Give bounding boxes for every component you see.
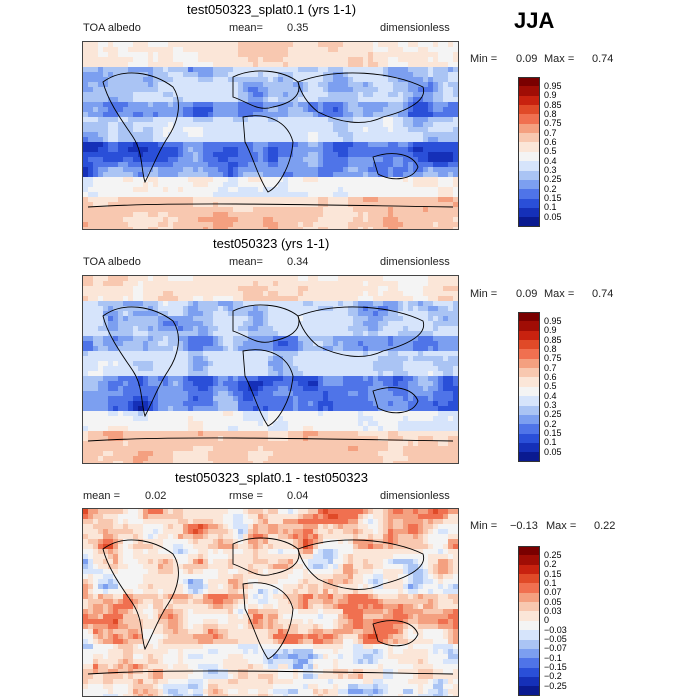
colorbar-tick-label: 0.95 [544, 80, 562, 91]
colorbar-tick-label: 0.15 [544, 193, 562, 204]
panel-1-title: test050323_splat0.1 (yrs 1-1) [187, 2, 357, 17]
colorbar-tick-label: 0.7 [544, 362, 557, 373]
colorbar-tick-label: 0.07 [544, 587, 562, 598]
panel-1-variable-label: TOA albedo [83, 22, 141, 34]
colorbar-tick-label: 0.05 [544, 211, 562, 222]
colorbar-tick-label: 0.75 [544, 353, 562, 364]
colorbar-tick-label: 0 [544, 615, 550, 626]
colorbar-tick-label: −0.03 [544, 624, 567, 635]
colorbar-tick-label: 0.5 [544, 381, 557, 392]
colorbar-tick-label: 0.1 [544, 577, 557, 588]
panel-2-variable-label: TOA albedo [83, 256, 141, 268]
colorbar-tick-label: 0.1 [544, 437, 557, 448]
colorbar-tick-label: −0.15 [544, 662, 567, 673]
colorbar-tick-label: −0.05 [544, 634, 567, 644]
panel-2-mean-value: 0.34 [287, 256, 309, 268]
panel-2-map [82, 275, 459, 464]
panel-3-min-label: Min = [470, 520, 498, 532]
colorbar-tick-label: 0.25 [544, 549, 562, 560]
panel-3-map [82, 508, 459, 697]
panel-2-max-label: Max = [544, 288, 575, 300]
colorbar-tick-label: −0.1 [544, 652, 562, 663]
colorbar-tick-label: 0.3 [544, 400, 557, 410]
colorbar-tick-label: 0.9 [544, 325, 557, 336]
panel-1-min-label: Min = [470, 53, 498, 65]
panel-3-rmse-label: rmse = [229, 490, 263, 502]
panel-2-min-value: 0.09 [516, 288, 538, 300]
colorbar-tick-label: −0.07 [544, 643, 567, 654]
colorbar-tick-label: −0.2 [544, 671, 562, 682]
panel-1-max-label: Max = [544, 53, 575, 65]
panel-1-mean-label: mean= [229, 22, 263, 34]
colorbar-swatch [518, 217, 540, 228]
panel-3-mean-label: mean = [83, 490, 120, 502]
panel-1-mean-value: 0.35 [287, 22, 309, 34]
panel-2-min-label: Min = [470, 288, 498, 300]
panel-1-units: dimensionless [380, 22, 450, 34]
colorbar-tick-label: 0.95 [544, 315, 562, 326]
panel-1-min-value: 0.09 [516, 53, 538, 65]
colorbar-tick-label: 0.25 [544, 174, 562, 185]
colorbar-tick-label: 0.8 [544, 108, 557, 119]
colorbar-tick-label: 0.1 [544, 202, 557, 213]
panel-2-max-value: 0.74 [592, 288, 614, 300]
colorbar-swatch [518, 686, 540, 697]
colorbar-tick-label: 0.75 [544, 118, 562, 129]
colorbar-tick-label: 0.6 [544, 136, 557, 147]
panel-3-title: test050323_splat0.1 - test050323 [175, 470, 368, 485]
colorbar-tick-label: 0.8 [544, 343, 557, 354]
colorbar-swatch [518, 452, 540, 463]
colorbar-tick-label: 0.5 [544, 146, 557, 157]
panel-3-units: dimensionless [380, 490, 450, 502]
colorbar-tick-label: 0.85 [544, 99, 562, 110]
panel-3-mean-value: 0.02 [145, 490, 167, 502]
panel-3-min-value: −0.13 [510, 520, 538, 532]
colorbar-tick-label: −0.25 [544, 680, 567, 691]
colorbar-tick-label: 0.2 [544, 418, 557, 429]
colorbar-tick-label: 0.03 [544, 605, 562, 616]
colorbar-tick-label: 0.6 [544, 371, 557, 382]
panel-2-mean-label: mean= [229, 256, 263, 268]
colorbar-tick-label: 0.85 [544, 334, 562, 345]
panel-1-max-value: 0.74 [592, 53, 614, 65]
colorbar-tick-label: 0.05 [544, 446, 562, 457]
colorbar-tick-label: 0.4 [544, 390, 557, 401]
colorbar-tick-label: 0.9 [544, 90, 557, 101]
season-label: JJA [514, 8, 555, 33]
colorbar-tick-label: 0.25 [544, 409, 562, 420]
colorbar-tick-label: 0.3 [544, 165, 557, 175]
colorbar-tick-label: 0.4 [544, 155, 557, 166]
colorbar-tick-label: 0.2 [544, 183, 557, 194]
panel-3-max-value: 0.22 [594, 520, 616, 532]
colorbar-tick-label: 0.2 [544, 559, 557, 570]
colorbar-tick-label: 0.15 [544, 568, 562, 579]
colorbar-tick-label: 0.05 [544, 596, 562, 607]
colorbar-tick-label: 0.7 [544, 127, 557, 138]
panel-3-rmse-value: 0.04 [287, 490, 309, 502]
panel-2-title: test050323 (yrs 1-1) [213, 236, 330, 251]
colorbar-tick-label: 0.15 [544, 428, 562, 439]
panel-1-map [82, 41, 459, 230]
panel-3-max-label: Max = [546, 520, 577, 532]
panel-2-units: dimensionless [380, 256, 450, 268]
